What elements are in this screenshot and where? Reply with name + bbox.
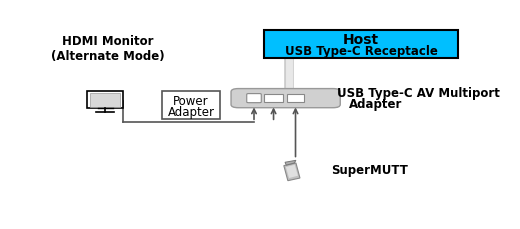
Text: (Alternate Mode): (Alternate Mode) <box>50 50 164 63</box>
FancyBboxPatch shape <box>231 89 340 108</box>
Polygon shape <box>285 161 296 165</box>
FancyBboxPatch shape <box>162 92 220 119</box>
FancyBboxPatch shape <box>265 31 458 59</box>
Polygon shape <box>284 163 300 181</box>
Text: Host: Host <box>343 33 379 47</box>
Text: SuperMUTT: SuperMUTT <box>331 163 408 176</box>
Text: HDMI Monitor: HDMI Monitor <box>61 35 153 48</box>
FancyBboxPatch shape <box>265 95 283 103</box>
FancyBboxPatch shape <box>288 95 304 103</box>
Text: Adapter: Adapter <box>349 98 402 111</box>
FancyBboxPatch shape <box>247 94 261 103</box>
FancyBboxPatch shape <box>87 92 123 109</box>
Polygon shape <box>286 165 298 178</box>
Text: Power: Power <box>173 95 209 108</box>
Text: Adapter: Adapter <box>167 105 214 118</box>
Text: USB Type-C AV Multiport: USB Type-C AV Multiport <box>337 86 500 99</box>
FancyBboxPatch shape <box>89 94 120 107</box>
Text: USB Type-C Receptacle: USB Type-C Receptacle <box>285 45 438 58</box>
